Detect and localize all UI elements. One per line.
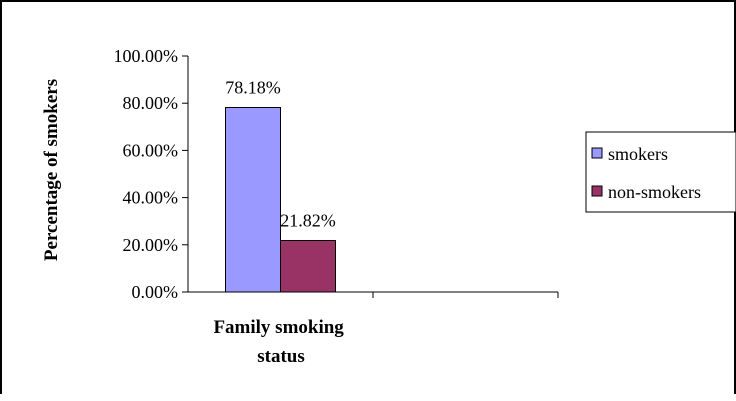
y-axis-label: Percentage of smokers — [41, 79, 62, 261]
y-axis-ticks: 0.00% 20.00% 40.00% 60.00% 80.00% 100.00% — [114, 46, 188, 302]
x-axis-label-line-2: status — [257, 346, 305, 367]
x-axis-label-line-1: Family smoking — [213, 317, 344, 338]
legend-label-smokers: smokers — [608, 144, 668, 164]
x-axis-label: Family smoking status — [213, 317, 348, 367]
bar-value-label-non-smokers: 21.82% — [280, 211, 336, 231]
bar-smokers — [225, 106, 281, 293]
y-tick-label: 80.00% — [123, 93, 179, 113]
legend-label-non-smokers: non-smokers — [608, 182, 701, 202]
legend: smokers non-smokers — [585, 131, 736, 213]
legend-box — [585, 131, 736, 213]
x-axis-ticks — [372, 292, 559, 298]
legend-swatch-non-smokers — [591, 185, 603, 197]
y-tick-label: 60.00% — [123, 140, 179, 160]
bar-value-label-smokers: 78.18% — [225, 77, 281, 97]
y-tick-label: 100.00% — [114, 46, 179, 66]
bar-non-smokers — [280, 240, 336, 293]
y-tick-label: 20.00% — [123, 235, 179, 255]
data-labels: 78.18% 21.82% — [225, 77, 336, 230]
y-tick-label: 40.00% — [123, 188, 179, 208]
legend-swatch-smokers — [591, 147, 603, 159]
bars — [225, 106, 336, 293]
y-tick-label: 0.00% — [132, 282, 179, 302]
bar-chart: 0.00% 20.00% 40.00% 60.00% 80.00% 100.00% 78.… — [41, 46, 736, 367]
